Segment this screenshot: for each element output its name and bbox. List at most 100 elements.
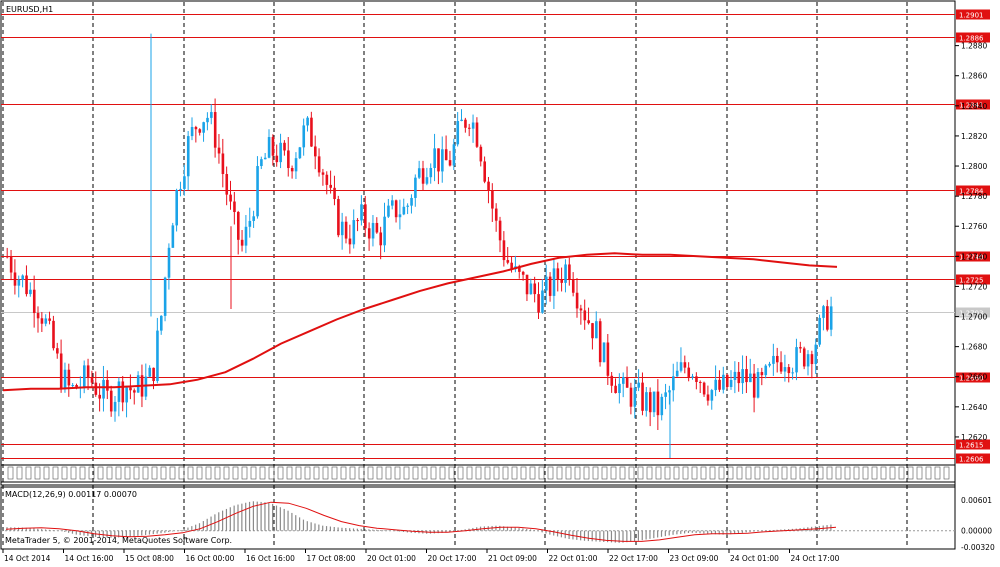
session-marker <box>574 466 581 480</box>
candle-body <box>175 190 178 226</box>
candle-body <box>494 208 498 221</box>
session-marker <box>817 466 824 480</box>
session-marker <box>259 466 266 480</box>
candle-body <box>537 294 540 313</box>
level-tag-1.2740 <box>956 251 990 262</box>
candle-body <box>86 365 90 378</box>
candle-body <box>279 142 282 163</box>
level-tag-1.2901 <box>956 9 990 20</box>
candle-body <box>660 396 664 416</box>
candle-body <box>402 206 406 215</box>
candle-body <box>48 318 51 321</box>
date-label-2: 15 Oct 08:00 <box>125 554 174 563</box>
candle-body <box>618 383 621 394</box>
price-tick-label-3: 1.2820 <box>961 132 987 141</box>
candle-body <box>714 379 717 391</box>
price-tick-label-0: 1.2880 <box>961 42 987 51</box>
session-marker <box>115 466 122 480</box>
session-marker <box>637 466 644 480</box>
candle-body <box>290 168 294 172</box>
price-tick-label-11: 1.2660 <box>961 373 987 382</box>
candle-body <box>552 268 556 296</box>
candle-body <box>687 367 691 378</box>
session-marker <box>187 466 194 480</box>
candle-body <box>410 197 413 206</box>
session-marker <box>673 466 680 480</box>
price-axis: 1.28801.28601.28401.28201.28001.27801.27… <box>955 42 987 442</box>
session-marker <box>484 466 491 480</box>
candle-body <box>194 126 198 130</box>
session-marker <box>934 466 941 480</box>
candle-body <box>414 177 417 198</box>
candle-body <box>818 317 821 345</box>
level-tag-1.2660 <box>956 372 990 383</box>
session-marker <box>610 466 617 480</box>
session-marker <box>322 466 329 480</box>
candle-body <box>83 365 86 387</box>
candle-body <box>745 369 748 383</box>
candle-body <box>737 371 741 384</box>
session-marker <box>871 466 878 480</box>
session-marker <box>727 466 734 480</box>
candle-body <box>310 117 313 147</box>
candle-body <box>379 232 383 246</box>
candle-body <box>641 382 644 411</box>
macd-label: MACD(12,26,9) 0.00117 0.00070 <box>5 490 137 499</box>
candle-body <box>125 387 128 403</box>
candle-body <box>791 372 794 374</box>
candle-body <box>206 117 209 123</box>
session-marker <box>808 466 815 480</box>
candle-body <box>360 204 363 221</box>
candle-body <box>283 142 286 151</box>
candle-body <box>364 204 367 229</box>
date-label-1: 14 Oct 16:00 <box>65 554 114 563</box>
candle-body <box>637 382 640 388</box>
candle-body <box>633 387 637 407</box>
candle-body <box>625 377 629 388</box>
candle-body <box>444 149 448 161</box>
session-marker <box>646 466 653 480</box>
candle-body <box>294 158 298 172</box>
session-marker <box>529 466 536 480</box>
candle-body <box>190 126 194 137</box>
date-label-0: 14 Oct 2014 <box>4 554 51 563</box>
session-marker <box>898 466 905 480</box>
candle-body <box>325 174 329 185</box>
session-marker <box>43 466 50 480</box>
candle-body <box>229 194 232 202</box>
session-marker <box>376 466 383 480</box>
candle-body <box>460 119 463 121</box>
macd-indicator: 0.00601 0.00000 -0.00320 <box>1 496 995 552</box>
session-marker <box>493 466 500 480</box>
session-marker <box>358 466 365 480</box>
price-tick-label-8: 1.2720 <box>961 282 987 291</box>
candle-body <box>810 354 814 365</box>
level-tag-1.2886 <box>956 32 990 43</box>
candle-body <box>556 268 560 280</box>
candle-body <box>383 216 386 246</box>
candle-body <box>548 276 552 296</box>
session-marker <box>412 466 419 480</box>
candle-body <box>167 247 171 278</box>
price-tick-label-6: 1.2760 <box>961 222 987 231</box>
candle-body <box>109 390 113 412</box>
candle-body <box>148 367 152 377</box>
session-marker <box>763 466 770 480</box>
candle-body <box>329 184 332 188</box>
candle-body <box>17 279 21 286</box>
session-marker <box>664 466 671 480</box>
date-label-7: 20 Oct 17:00 <box>428 554 477 563</box>
session-marker <box>241 466 248 480</box>
candle-body <box>337 199 340 236</box>
candle-body <box>560 279 563 283</box>
candle-body <box>502 240 506 261</box>
candle-body <box>545 276 548 291</box>
candle-body <box>129 387 132 391</box>
date-label-3: 16 Oct 00:00 <box>186 554 235 563</box>
session-marker <box>295 466 302 480</box>
candle-body <box>733 371 737 380</box>
candle-body <box>44 318 48 324</box>
candle-body <box>321 172 325 175</box>
level-tag-text-1.2784: 1.2784 <box>959 188 984 196</box>
